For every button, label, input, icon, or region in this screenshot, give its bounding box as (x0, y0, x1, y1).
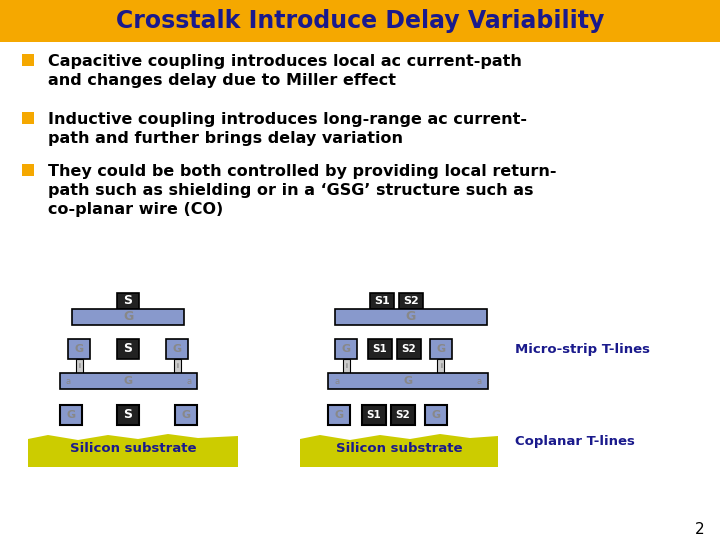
Bar (22, 112, 34, 124)
Text: G: G (341, 344, 351, 354)
Text: G: G (172, 344, 181, 354)
Text: S: S (124, 408, 132, 422)
Bar (68, 339, 90, 359)
Bar (399, 293, 423, 309)
Text: G: G (403, 376, 413, 386)
Text: G: G (431, 410, 441, 420)
Bar (368, 339, 392, 359)
Bar (60, 373, 197, 389)
Text: G: G (123, 376, 132, 386)
Text: G: G (74, 344, 84, 354)
Text: G: G (436, 344, 446, 354)
Text: i: i (440, 363, 442, 369)
Text: a: a (334, 376, 340, 386)
Bar (328, 373, 488, 389)
Text: Micro-strip T-lines: Micro-strip T-lines (515, 342, 650, 355)
Bar (328, 405, 350, 425)
Text: S2: S2 (402, 344, 416, 354)
Bar (117, 339, 139, 359)
Bar (391, 405, 415, 425)
Bar (425, 405, 447, 425)
Bar (174, 359, 181, 373)
Text: Silicon substrate: Silicon substrate (336, 442, 462, 456)
Bar (76, 359, 83, 373)
Bar (72, 309, 184, 325)
Bar (343, 359, 350, 373)
Text: Inductive coupling introduces long-range ac current-
path and further brings del: Inductive coupling introduces long-range… (48, 112, 527, 146)
Bar (335, 309, 487, 325)
Bar (22, 54, 34, 66)
Bar (60, 405, 82, 425)
Text: Silicon substrate: Silicon substrate (70, 442, 197, 456)
Text: G: G (123, 310, 133, 323)
Text: G: G (334, 410, 343, 420)
Text: Coplanar T-lines: Coplanar T-lines (515, 435, 635, 448)
Bar (175, 405, 197, 425)
Text: They could be both controlled by providing local return-
path such as shielding : They could be both controlled by providi… (48, 164, 557, 218)
Text: S: S (124, 294, 132, 307)
Polygon shape (28, 434, 238, 467)
Text: a: a (66, 376, 71, 386)
Bar (362, 405, 386, 425)
Text: S: S (124, 342, 132, 355)
Text: a: a (186, 376, 192, 386)
Text: i: i (345, 363, 347, 369)
Text: i: i (176, 363, 178, 369)
Bar (437, 359, 444, 373)
Text: 2: 2 (696, 523, 705, 537)
Bar (430, 339, 452, 359)
Bar (166, 339, 188, 359)
Bar (117, 293, 139, 309)
Text: Crosstalk Introduce Delay Variability: Crosstalk Introduce Delay Variability (116, 9, 604, 33)
Text: G: G (406, 310, 416, 323)
Text: S2: S2 (403, 296, 419, 306)
Bar (397, 339, 421, 359)
Polygon shape (300, 434, 498, 467)
Text: S1: S1 (373, 344, 387, 354)
Bar (335, 339, 357, 359)
Text: S1: S1 (374, 296, 390, 306)
Bar (22, 164, 34, 176)
Text: S2: S2 (395, 410, 410, 420)
Text: i: i (78, 363, 80, 369)
Bar (0, 0, 720, 42)
Text: Capacitive coupling introduces local ac current-path
and changes delay due to Mi: Capacitive coupling introduces local ac … (48, 54, 522, 88)
Bar (117, 405, 139, 425)
Bar (370, 293, 394, 309)
Text: a: a (477, 376, 482, 386)
Text: G: G (181, 410, 191, 420)
Text: G: G (66, 410, 76, 420)
Text: S1: S1 (366, 410, 382, 420)
